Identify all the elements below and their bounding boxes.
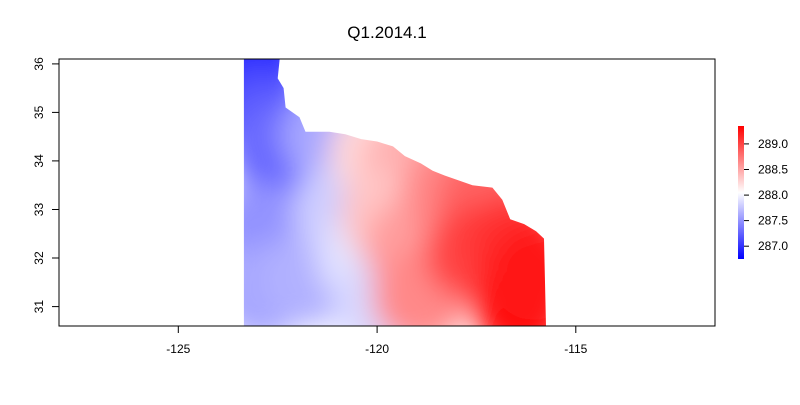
chart-title: Q1.2014.1 — [347, 23, 426, 42]
plot-frame — [58, 58, 716, 327]
x-tick-label: -120 — [365, 342, 389, 356]
y-tick-label: 34 — [32, 154, 46, 168]
x-axis: -125 -120 -115 — [166, 326, 588, 356]
x-tick-label: -125 — [166, 342, 190, 356]
colorbar-tick-label: 287.5 — [758, 214, 788, 228]
y-tick-label: 31 — [32, 300, 46, 314]
y-tick-label: 35 — [32, 105, 46, 119]
colorbar-tick-label: 288.0 — [758, 188, 788, 202]
y-tick-label: 33 — [32, 203, 46, 217]
y-tick-label: 32 — [32, 251, 46, 265]
y-tick-label: 36 — [32, 57, 46, 71]
colorbar-tick-label: 289.0 — [758, 137, 788, 151]
map-field — [243, 59, 546, 326]
colorbar-ticks: 287.0 287.5 288.0 288.5 289.0 — [744, 137, 788, 253]
temperature-sample-22 — [488, 224, 546, 321]
y-axis: 31 32 33 34 35 36 — [32, 57, 59, 313]
colorbar-tick-label: 288.5 — [758, 163, 788, 177]
colorbar — [738, 126, 744, 259]
temperature-field — [243, 59, 546, 326]
colorbar-legend: 287.0 287.5 288.0 288.5 289.0 — [738, 126, 788, 259]
colorbar-tick-label: 287.0 — [758, 239, 788, 253]
x-tick-label: -115 — [564, 342, 587, 356]
